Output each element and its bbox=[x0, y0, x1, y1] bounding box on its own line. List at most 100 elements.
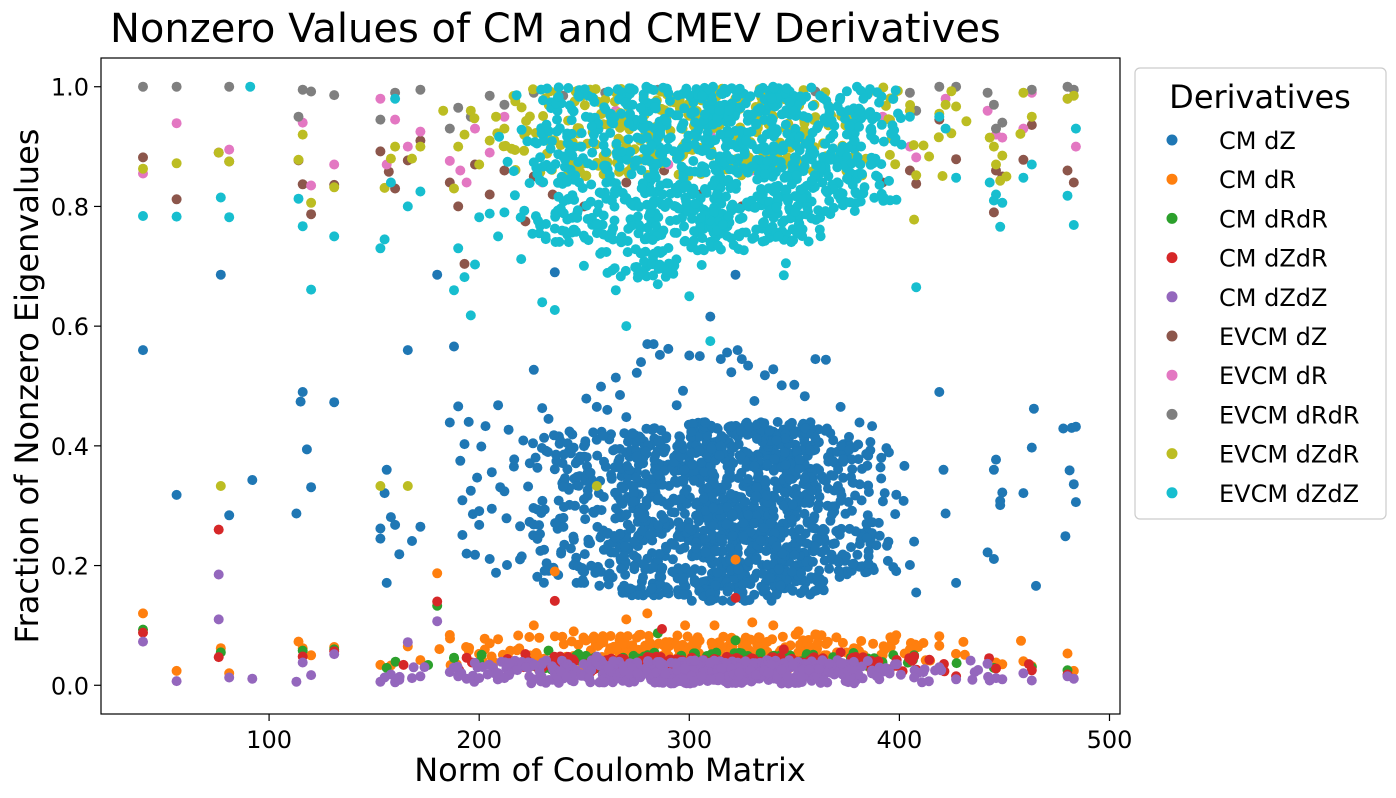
data-point bbox=[799, 508, 810, 519]
data-point bbox=[666, 678, 677, 689]
data-point bbox=[291, 676, 302, 687]
x-tick-label: 500 bbox=[1087, 726, 1133, 754]
data-point bbox=[788, 105, 799, 116]
data-point bbox=[415, 186, 426, 197]
data-point bbox=[528, 364, 539, 375]
data-point bbox=[535, 175, 545, 186]
data-point bbox=[539, 544, 550, 555]
data-point bbox=[991, 159, 1001, 170]
data-point bbox=[581, 393, 592, 404]
data-point bbox=[671, 215, 682, 225]
data-point bbox=[138, 627, 148, 638]
legend-marker bbox=[1166, 173, 1178, 185]
data-point bbox=[735, 102, 746, 113]
data-point bbox=[538, 111, 549, 121]
data-point bbox=[717, 534, 727, 545]
data-point bbox=[810, 354, 821, 365]
data-point bbox=[171, 158, 182, 169]
data-point bbox=[619, 428, 630, 439]
data-point bbox=[519, 145, 530, 156]
data-point bbox=[727, 509, 738, 520]
data-point bbox=[536, 508, 547, 518]
data-point bbox=[1026, 111, 1037, 122]
data-point bbox=[657, 677, 668, 688]
data-point bbox=[854, 539, 865, 550]
data-point bbox=[301, 444, 312, 455]
data-point bbox=[565, 164, 576, 175]
data-point bbox=[858, 93, 869, 104]
data-point bbox=[909, 672, 920, 683]
data-point bbox=[771, 589, 782, 600]
y-tick-label: 0.8 bbox=[51, 193, 89, 221]
data-point bbox=[846, 542, 856, 553]
data-point bbox=[740, 656, 751, 667]
data-point bbox=[772, 417, 783, 427]
data-point bbox=[806, 82, 817, 93]
data-point bbox=[988, 464, 999, 475]
data-point bbox=[883, 536, 894, 547]
data-point bbox=[618, 638, 629, 649]
data-point bbox=[689, 475, 699, 486]
data-point bbox=[474, 506, 485, 517]
data-point bbox=[610, 532, 621, 543]
data-point bbox=[621, 321, 632, 332]
data-point bbox=[402, 141, 413, 152]
data-point bbox=[763, 667, 774, 678]
data-point bbox=[997, 132, 1008, 143]
legend-marker bbox=[1166, 212, 1178, 224]
data-point bbox=[407, 536, 417, 546]
data-point bbox=[833, 557, 844, 568]
data-point bbox=[750, 202, 761, 213]
data-point bbox=[809, 511, 820, 522]
data-point bbox=[760, 145, 771, 156]
data-point bbox=[696, 260, 707, 270]
data-point bbox=[743, 509, 754, 520]
data-point bbox=[824, 658, 835, 669]
data-point bbox=[911, 178, 922, 189]
data-point bbox=[891, 489, 902, 500]
data-point bbox=[988, 207, 999, 218]
data-point bbox=[793, 626, 804, 637]
data-point bbox=[415, 84, 426, 95]
data-point bbox=[824, 104, 835, 115]
data-point bbox=[1062, 165, 1073, 176]
data-point bbox=[755, 535, 766, 546]
data-point bbox=[516, 254, 527, 265]
data-point bbox=[552, 105, 563, 116]
data-point bbox=[726, 154, 736, 165]
data-point bbox=[621, 177, 632, 188]
data-point bbox=[434, 644, 445, 655]
data-point bbox=[689, 655, 700, 666]
data-point bbox=[768, 141, 779, 152]
data-point bbox=[632, 211, 643, 222]
legend-label: EVCM dZdR bbox=[1219, 441, 1359, 469]
data-point bbox=[491, 567, 501, 578]
data-point bbox=[628, 488, 639, 499]
data-point bbox=[995, 221, 1006, 232]
data-point bbox=[636, 165, 647, 176]
data-point bbox=[1068, 479, 1079, 490]
data-point bbox=[854, 121, 864, 132]
data-point bbox=[691, 550, 702, 561]
data-point bbox=[402, 637, 413, 648]
data-point bbox=[512, 665, 523, 676]
data-point bbox=[678, 573, 689, 584]
legend: Derivatives CM dZ CM dR CM dRdR CM dZdR CM d… bbox=[1134, 67, 1387, 520]
x-tick-label: 200 bbox=[456, 726, 502, 754]
data-point bbox=[721, 477, 732, 488]
data-point bbox=[780, 459, 791, 470]
data-point bbox=[895, 669, 906, 680]
data-point bbox=[606, 117, 617, 128]
data-point bbox=[633, 219, 644, 230]
legend-title: Derivatives bbox=[1169, 78, 1351, 116]
data-point bbox=[459, 272, 470, 283]
data-point bbox=[645, 638, 656, 649]
data-point bbox=[847, 464, 858, 475]
data-point bbox=[407, 673, 417, 684]
data-point bbox=[715, 441, 726, 452]
data-point bbox=[645, 529, 656, 540]
data-point bbox=[773, 193, 784, 204]
data-point bbox=[739, 149, 750, 160]
data-point bbox=[568, 531, 579, 542]
data-point bbox=[549, 305, 560, 315]
